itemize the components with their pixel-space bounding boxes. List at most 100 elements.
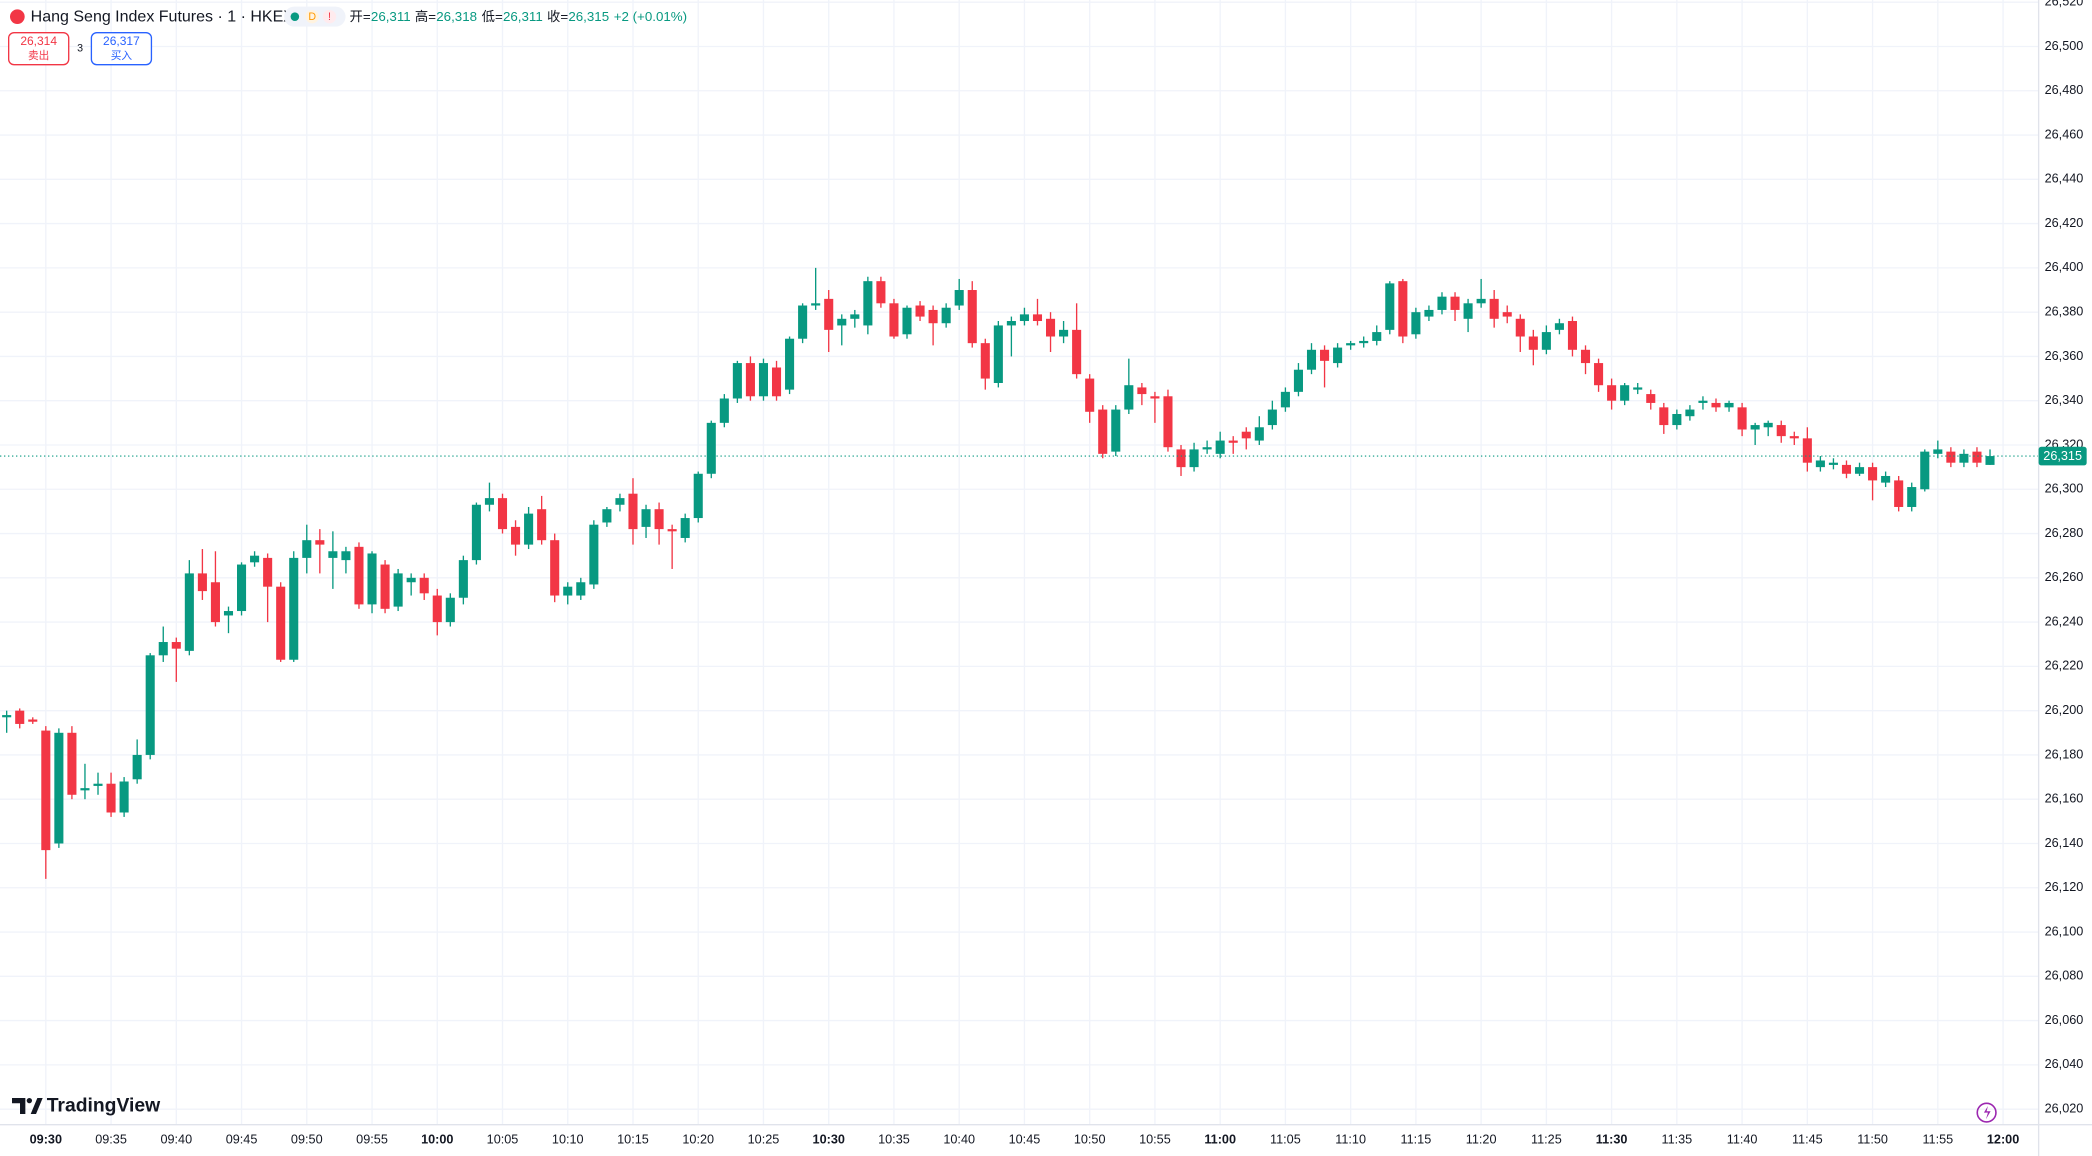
brand-logo[interactable] xyxy=(12,1097,43,1114)
y-tick-label: 26,400 xyxy=(2045,260,2084,274)
candle-body xyxy=(1085,378,1095,412)
candle-body xyxy=(615,498,625,505)
buy-price: 26,317 xyxy=(103,34,140,48)
y-tick-label: 26,080 xyxy=(2045,969,2084,983)
candle-body xyxy=(771,367,782,397)
badge-bg xyxy=(305,10,319,24)
candle-body xyxy=(328,551,338,558)
ohlc-label: 高= xyxy=(415,8,436,24)
candle-body xyxy=(1215,440,1225,454)
candle-body xyxy=(1267,409,1277,426)
candle-body xyxy=(93,783,103,786)
candle-body xyxy=(758,363,769,397)
x-tick-label: 10:00 xyxy=(421,1132,453,1146)
lightning-button[interactable] xyxy=(1976,1102,1997,1123)
candle-body xyxy=(1646,394,1656,403)
candle-body xyxy=(1254,427,1264,441)
candle-body xyxy=(197,573,207,592)
lightning-icon xyxy=(1983,1105,1991,1120)
candle-body xyxy=(367,553,377,605)
y-tick-label: 26,020 xyxy=(2045,1101,2084,1115)
buy-label: 买入 xyxy=(111,50,133,62)
candle-body xyxy=(928,309,938,324)
candle-body xyxy=(628,493,638,530)
candle-body xyxy=(1006,321,1016,326)
market-status xyxy=(290,12,300,21)
x-tick-label: 09:55 xyxy=(356,1132,388,1146)
delay-badge[interactable]: D xyxy=(308,11,316,23)
ohlc-label: 收= xyxy=(547,9,568,24)
x-tick-label: 11:15 xyxy=(1401,1132,1432,1146)
candle-body xyxy=(1711,402,1721,408)
candle-body xyxy=(602,509,612,523)
candle-body xyxy=(1881,475,1891,483)
candle-body xyxy=(654,509,664,530)
candle-body xyxy=(511,526,521,545)
alert-badge[interactable]: ! xyxy=(328,11,331,23)
candle-body xyxy=(1776,425,1786,437)
buy-button[interactable] xyxy=(90,32,153,66)
candle-body xyxy=(1672,413,1682,426)
candle-body xyxy=(1567,321,1578,350)
candle-body xyxy=(706,422,716,474)
y-tick-label: 26,380 xyxy=(2045,305,2084,319)
y-tick-label: 26,160 xyxy=(2045,792,2084,806)
sell-button[interactable] xyxy=(8,32,70,66)
x-tick-label: 09:45 xyxy=(226,1132,258,1146)
candle-body xyxy=(250,555,260,563)
candle-body xyxy=(1633,387,1643,390)
candle-body xyxy=(537,509,547,541)
candle-body xyxy=(67,732,77,795)
candle-body xyxy=(1228,440,1238,443)
candle-body xyxy=(1946,451,1956,463)
candle-body xyxy=(876,281,886,304)
candle-body xyxy=(1959,453,1969,463)
sell-label: 卖出 xyxy=(28,49,49,62)
y-tick-label: 26,200 xyxy=(2045,703,2084,717)
candle-body xyxy=(811,303,821,306)
alert-bg xyxy=(322,10,337,24)
brand-name[interactable]: TradingView xyxy=(47,1095,161,1117)
candle-body xyxy=(941,307,951,324)
last-price-tag xyxy=(2038,446,2087,466)
y-tick-label: 26,280 xyxy=(2045,526,2084,540)
y-tick-label: 26,520 xyxy=(2045,0,2084,9)
symbol-title[interactable]: Hang Seng Index Futures · 1 · HKEX xyxy=(31,9,295,26)
candle-body xyxy=(1189,449,1199,468)
candle-body xyxy=(993,325,1003,384)
candle-body xyxy=(1659,407,1669,426)
candle-body xyxy=(1293,369,1303,392)
candle-body xyxy=(1424,309,1434,317)
candle-body xyxy=(171,642,181,649)
candle-body xyxy=(850,314,860,319)
candle-body xyxy=(1150,396,1160,399)
candle-body xyxy=(863,281,873,326)
x-tick-label: 11:50 xyxy=(1857,1132,1888,1146)
candle-body xyxy=(1972,451,1982,463)
candle-body xyxy=(184,573,194,651)
candle-body xyxy=(1763,422,1773,428)
candle-body xyxy=(1202,447,1212,450)
candle-body xyxy=(1737,407,1747,430)
candle-body xyxy=(1306,349,1317,370)
candle-body xyxy=(967,290,977,344)
candle-body xyxy=(276,586,286,660)
candle-body xyxy=(1607,385,1617,401)
candle-body xyxy=(745,363,755,397)
x-tick-label: 09:50 xyxy=(291,1132,323,1146)
y-tick-label: 26,060 xyxy=(2045,1013,2084,1027)
candle-body xyxy=(1841,464,1852,474)
candle-body xyxy=(1059,329,1069,337)
candle-body xyxy=(1124,385,1134,410)
x-tick-label: 09:40 xyxy=(160,1132,192,1146)
x-tick-label: 09:30 xyxy=(30,1132,62,1146)
candle-body xyxy=(1072,329,1082,375)
y-tick-label: 26,500 xyxy=(2045,39,2084,53)
candle-body xyxy=(680,518,690,538)
candle-body xyxy=(210,582,220,623)
candle-body xyxy=(223,611,234,616)
candle-body xyxy=(1750,425,1760,430)
last-price-label: 26,315 xyxy=(2043,449,2082,463)
candle-body xyxy=(80,788,90,791)
